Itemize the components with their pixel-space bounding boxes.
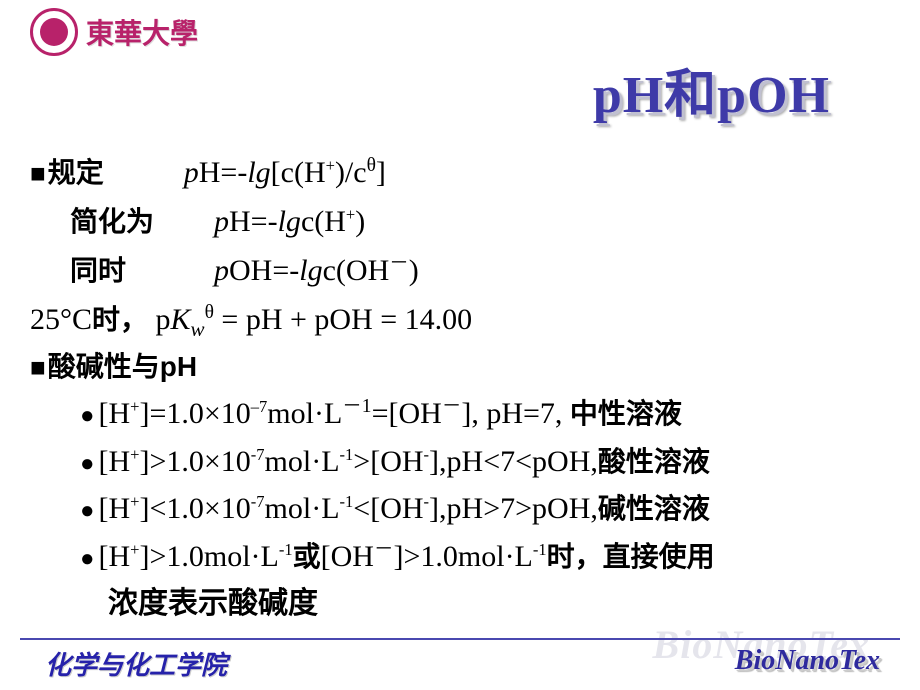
slide-title: pH和pOH xyxy=(593,52,830,127)
bullet-direct: ● [H+]>1.0mol·L-1或[OH－]>1.0mol·L-1时，直接使用 xyxy=(80,535,890,579)
acidic-formula: [H+]>1.0×10-7mol·L-1>[OH-],pH<7<pOH,酸性溶液 xyxy=(99,440,710,484)
temperature-formula: 25°C时， pKwθ = pH + pOH = 14.00 xyxy=(30,297,472,342)
acidbase-header-row: ■ 酸碱性与pH xyxy=(30,346,890,388)
square-bullet-icon: ■ xyxy=(30,154,46,193)
neutral-formula: [H+]=1.0×10–7mol·L－1=[OH－], pH=7, 中性溶液 xyxy=(99,392,682,436)
university-seal-icon xyxy=(30,8,78,56)
formula-poh: pOH=-lgc(OH－) xyxy=(214,248,419,293)
seal-inner xyxy=(40,18,68,46)
label-meanwhile: 同时 xyxy=(70,250,126,292)
slide-content: ■ 规定 pH=-lg[c(H+)/cθ] 简化为 pH=-lgc(H+) 同时… xyxy=(30,150,890,630)
label-simplify: 简化为 xyxy=(70,201,154,243)
formula-ph-simple: pH=-lgc(H+) xyxy=(214,199,365,244)
footer-department: 化学与化工学院 xyxy=(45,645,227,682)
label-definition: 规定 xyxy=(48,152,104,194)
footer-divider xyxy=(20,638,900,640)
bullet-acidic: ● [H+]>1.0×10-7mol·L-1>[OH-],pH<7<pOH,酸性… xyxy=(80,440,890,484)
label-acidbase: 酸碱性与pH xyxy=(48,346,197,388)
basic-formula: [H+]<1.0×10-7mol·L-1<[OH-],pH>7>pOH,碱性溶液 xyxy=(99,487,710,531)
footer-area: 化学与化工学院 BioNanoTex xyxy=(0,645,920,682)
round-bullet-icon: ● xyxy=(80,399,95,434)
round-bullet-icon: ● xyxy=(80,447,95,482)
simplify-row: 简化为 pH=-lgc(H+) xyxy=(70,199,890,244)
university-name: 東華大學 xyxy=(86,12,198,52)
square-bullet-icon: ■ xyxy=(30,348,46,387)
direct-formula: [H+]>1.0mol·L-1或[OH－]>1.0mol·L-1时，直接使用 xyxy=(99,535,715,579)
meanwhile-row: 同时 pOH=-lgc(OH－) xyxy=(70,248,890,293)
temperature-row: 25°C时， pKwθ = pH + pOH = 14.00 xyxy=(30,297,890,342)
bullet-basic: ● [H+]<1.0×10-7mol·L-1<[OH-],pH>7>pOH,碱性… xyxy=(80,487,890,531)
footer-brand: BioNanoTex xyxy=(735,645,880,682)
bullet-neutral: ● [H+]=1.0×10–7mol·L－1=[OH－], pH=7, 中性溶液 xyxy=(80,392,890,436)
formula-ph-full: pH=-lg[c(H+)/cθ] xyxy=(184,150,386,195)
definition-row: ■ 规定 pH=-lg[c(H+)/cθ] xyxy=(30,150,890,195)
round-bullet-icon: ● xyxy=(80,542,95,577)
university-logo-area: 東華大學 xyxy=(30,8,198,56)
round-bullet-icon: ● xyxy=(80,494,95,529)
bullet-direct-line2: 浓度表示酸碱度 xyxy=(108,582,890,626)
